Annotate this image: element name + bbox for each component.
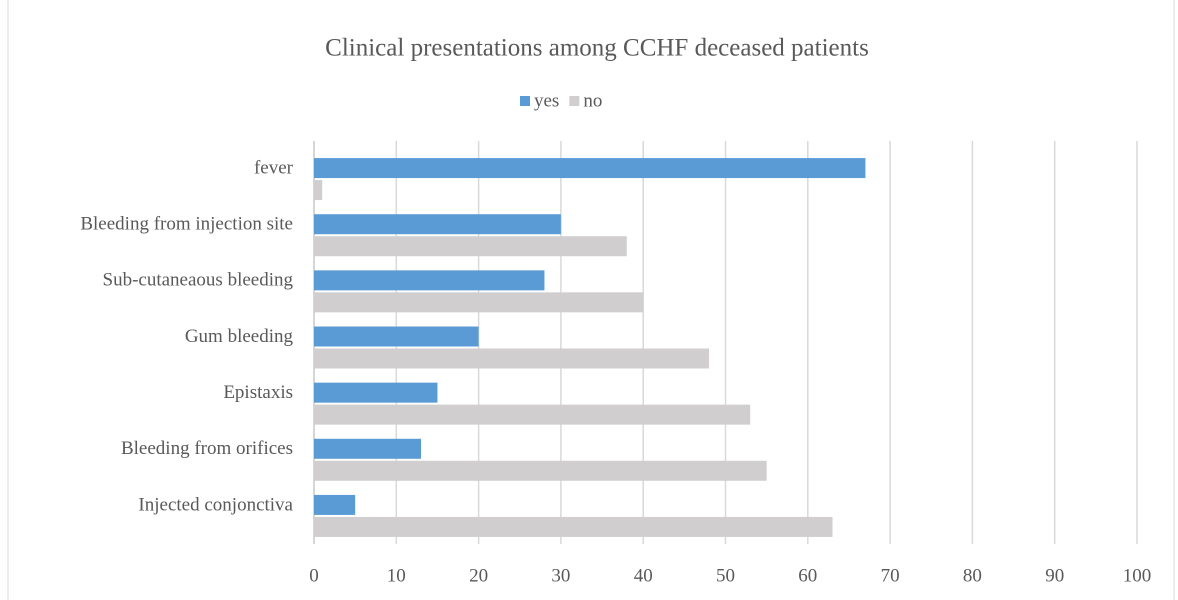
bar [314, 326, 479, 347]
chart-frame [7, 0, 1175, 600]
bar [314, 158, 866, 179]
legend-swatch [520, 96, 530, 106]
bar [314, 292, 644, 313]
x-tick-label: 40 [634, 565, 653, 586]
legend-label: no [583, 90, 602, 111]
y-tick-label: Gum bleeding [185, 326, 294, 347]
x-tick-label: 10 [387, 565, 406, 586]
y-tick-label: Bleeding from injection site [80, 214, 293, 235]
x-tick-label: 30 [551, 565, 570, 586]
bar [314, 214, 561, 235]
x-tick-label: 90 [1045, 565, 1064, 586]
y-tick-label: Injected conjonctiva [138, 494, 293, 515]
bar [314, 494, 356, 515]
bar [314, 516, 833, 537]
legend-label: yes [534, 90, 559, 111]
x-tick-label: 80 [963, 565, 982, 586]
bar [314, 236, 627, 257]
bar [314, 348, 710, 369]
x-tick-label: 60 [798, 565, 817, 586]
x-tick-label: 70 [881, 565, 900, 586]
bar [314, 382, 438, 403]
y-tick-label: Epistaxis [223, 382, 293, 403]
bar [314, 404, 751, 425]
bar [314, 180, 323, 201]
legend-swatch [569, 96, 580, 106]
bar [314, 438, 421, 459]
bar [314, 270, 545, 291]
x-tick-label: 50 [716, 565, 735, 586]
y-tick-label: Sub-cutaneaous bleeding [103, 270, 294, 291]
x-tick-label: 0 [309, 565, 319, 586]
y-tick-label: Bleeding from orifices [121, 438, 293, 459]
bar [314, 460, 767, 481]
x-tick-label: 20 [469, 565, 488, 586]
x-tick-label: 100 [1123, 565, 1152, 586]
y-tick-label: fever [254, 157, 294, 178]
chart-title: Clinical presentations among CCHF deceas… [325, 35, 869, 62]
